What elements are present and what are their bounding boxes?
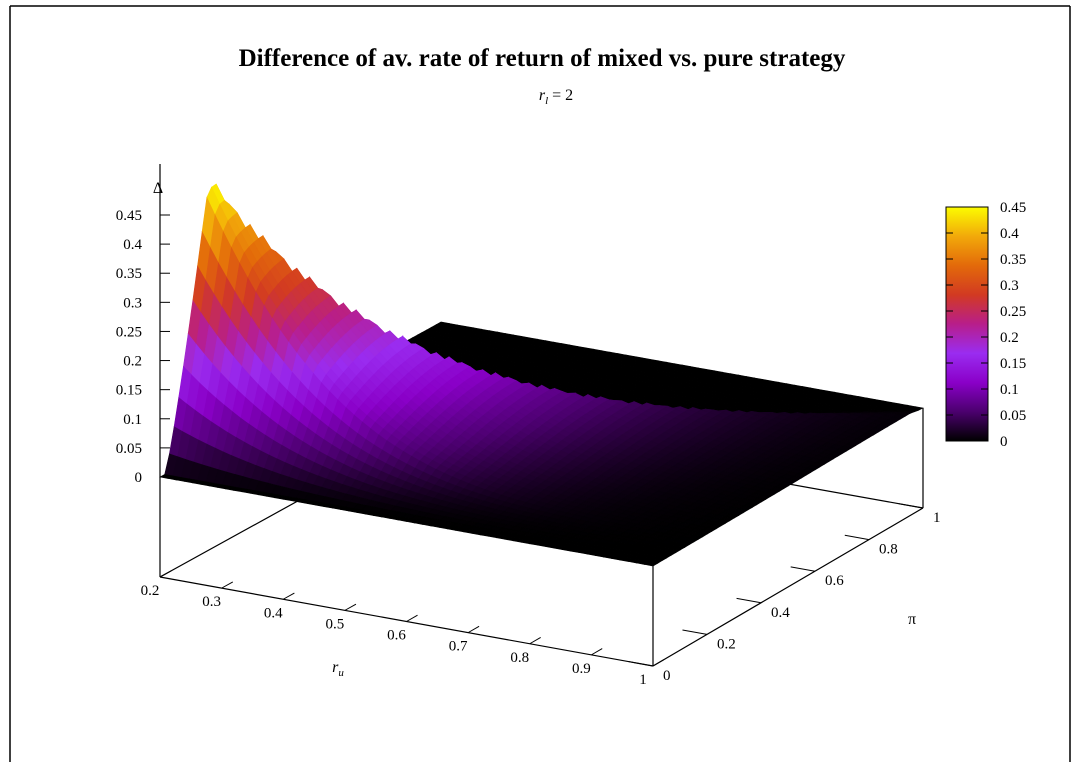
z-tick-label: 0.2 (123, 354, 142, 370)
x-tick (468, 626, 479, 632)
y-tick (737, 598, 761, 602)
y-tick-label: 0.8 (879, 542, 898, 558)
x-tick-label: 0.6 (387, 628, 406, 644)
colorbar-tick-label: 0.45 (1000, 200, 1026, 216)
chart-subtitle: rl = 2 (539, 87, 573, 107)
y-tick-label: 0.2 (717, 636, 736, 652)
x-tick (591, 649, 602, 655)
y-tick (628, 662, 653, 666)
colorbar-tick-label: 0.2 (1000, 330, 1019, 346)
x-tick (345, 604, 356, 610)
z-tick-label: 0.3 (123, 295, 142, 311)
colorbar-tick-label: 0.4 (1000, 226, 1019, 242)
y-tick (899, 504, 923, 508)
x-tick-label: 1 (639, 672, 647, 688)
colorbar-gradient (946, 207, 988, 441)
y-tick (682, 630, 707, 634)
z-tick-label: 0.15 (116, 383, 142, 399)
x-tick (407, 615, 418, 621)
x-tick-label: 0.9 (572, 661, 591, 677)
z-tick-label: 0.25 (116, 324, 142, 340)
y-tick-label: 0.6 (825, 573, 844, 589)
colorbar-tick-label: 0.35 (1000, 252, 1026, 268)
x-tick (283, 593, 294, 599)
colorbar-tick-label: 0.3 (1000, 278, 1019, 294)
colorbar: 0 0.05 0.1 0.15 0.2 0.25 0.3 0.35 0.4 0.45 (946, 200, 1026, 450)
x-tick (160, 571, 171, 577)
colorbar-tick-label: 0.05 (1000, 408, 1026, 424)
x-axis-label: ru (332, 659, 344, 679)
x-tick (653, 660, 664, 666)
surface-mesh (160, 184, 923, 566)
colorbar-tick-label: 0 (1000, 434, 1008, 450)
colorbar-tick-label: 0.15 (1000, 356, 1026, 372)
chart-title: Difference of av. rate of return of mixe… (239, 45, 846, 72)
z-tick-label: 0.1 (123, 412, 142, 428)
y-tick-label: 0.4 (771, 605, 790, 621)
x-tick (530, 637, 541, 643)
x-tick-label: 0.8 (510, 650, 529, 666)
x-tick-label: 0.2 (141, 583, 160, 599)
z-axis-label: Δ (153, 180, 163, 197)
z-tick-label: 0.05 (116, 441, 142, 457)
z-tick-label: 0 (135, 470, 143, 486)
x-tick-label: 0.3 (202, 594, 221, 610)
z-tick-label: 0.35 (116, 266, 142, 282)
colorbar-tick-label: 0.1 (1000, 382, 1019, 398)
x-tick-label: 0.5 (326, 616, 345, 632)
y-tick (845, 535, 869, 539)
z-tick-label: 0.4 (123, 237, 142, 253)
y-tick (791, 567, 815, 571)
z-tick-label: 0.45 (116, 208, 142, 224)
y-tick-label: 1 (933, 510, 941, 526)
y-tick-label: 0 (663, 668, 671, 684)
colorbar-tick-label: 0.25 (1000, 304, 1026, 320)
y-axis-label: π (908, 611, 916, 628)
x-tick-label: 0.4 (264, 605, 283, 621)
x-tick (222, 582, 233, 588)
x-tick-label: 0.7 (449, 639, 468, 655)
